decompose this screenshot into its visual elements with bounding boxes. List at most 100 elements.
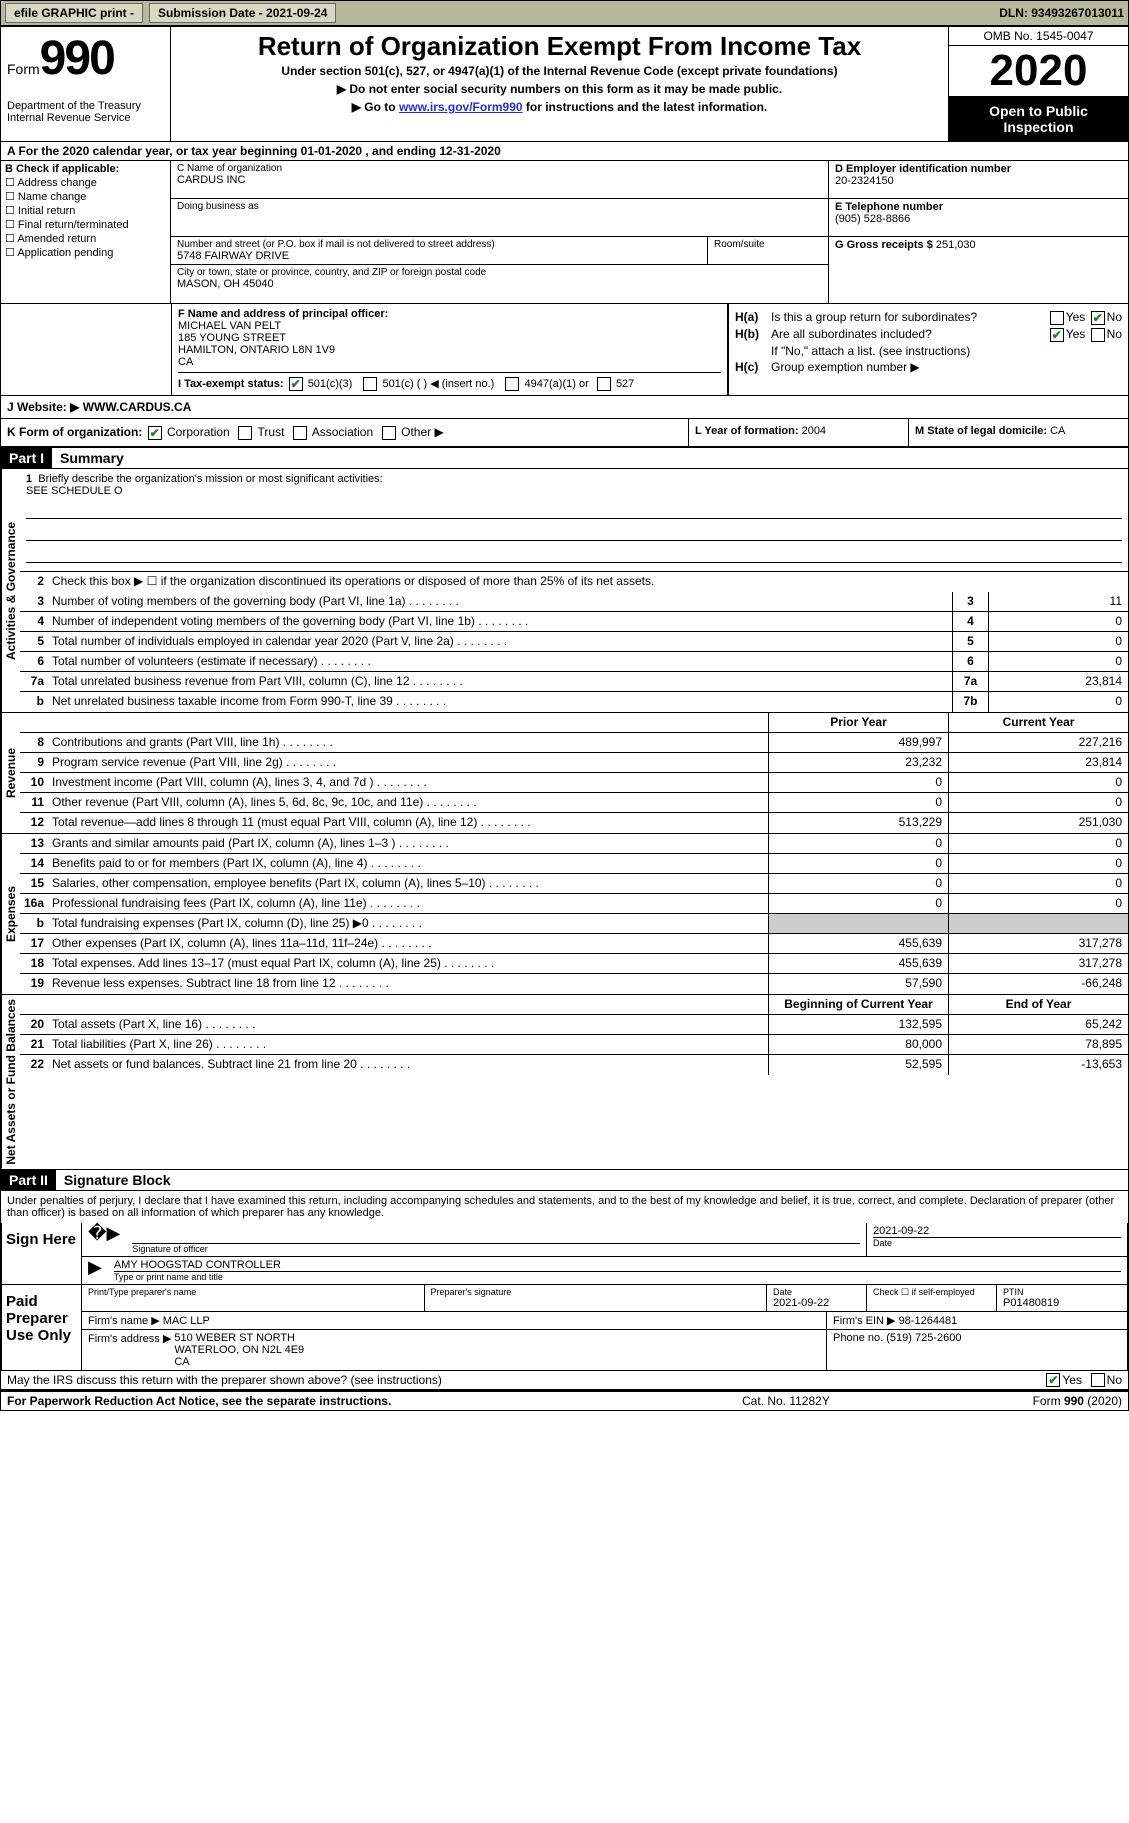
- prep-se-label: Check ☐ if self-employed: [873, 1287, 990, 1298]
- discuss-label: May the IRS discuss this return with the…: [7, 1373, 1044, 1388]
- col-prior-year: Prior Year: [768, 713, 948, 732]
- summary-line: 18Total expenses. Add lines 13–17 (must …: [20, 954, 1128, 974]
- section-bcd: B Check if applicable: Address change Na…: [1, 161, 1128, 304]
- cat-no: Cat. No. 11282Y: [742, 1394, 942, 1408]
- street-label: Number and street (or P.O. box if mail i…: [177, 239, 701, 250]
- tab-net-assets: Net Assets or Fund Balances: [1, 995, 20, 1169]
- row-klm: K Form of organization: Corporation Trus…: [1, 419, 1128, 448]
- efile-print-button[interactable]: efile GRAPHIC print -: [5, 3, 143, 23]
- chk-other[interactable]: [382, 426, 396, 440]
- footer-row: For Paperwork Reduction Act Notice, see …: [1, 1391, 1128, 1410]
- summary-line: bTotal fundraising expenses (Part IX, co…: [20, 914, 1128, 934]
- part-ii-header: Part II: [1, 1170, 56, 1190]
- row-l-year: L Year of formation: 2004: [688, 419, 908, 446]
- summary-line: 17Other expenses (Part IX, column (A), l…: [20, 934, 1128, 954]
- summary-line: 14Benefits paid to or for members (Part …: [20, 854, 1128, 874]
- chk-501c[interactable]: [363, 377, 377, 391]
- ha-no[interactable]: [1091, 311, 1105, 325]
- chk-association[interactable]: [293, 426, 307, 440]
- ein-label: D Employer identification number: [835, 163, 1122, 175]
- arrow-icon: ▶: [82, 1257, 108, 1284]
- ptin-value: P01480819: [1003, 1297, 1121, 1309]
- firm-addr-label: Firm's address ▶: [88, 1333, 171, 1345]
- summary-net-assets: Net Assets or Fund Balances Beginning of…: [1, 995, 1128, 1170]
- summary-line: 10Investment income (Part VIII, column (…: [20, 773, 1128, 793]
- gross-receipts-label: G Gross receipts $: [835, 239, 933, 251]
- row-i-tax-status: I Tax-exempt status: 501(c)(3) 501(c) ( …: [178, 372, 721, 391]
- sig-name-value: AMY HOOGSTAD CONTROLLER: [114, 1259, 1121, 1271]
- form-note-2: Go to www.irs.gov/Form990 for instructio…: [177, 100, 942, 114]
- chk-trust[interactable]: [238, 426, 252, 440]
- summary-line: 13Grants and similar amounts paid (Part …: [20, 834, 1128, 854]
- sig-date-value: 2021-09-22: [873, 1225, 1121, 1237]
- submission-date-button[interactable]: Submission Date - 2021-09-24: [149, 3, 336, 23]
- ha-yes[interactable]: [1050, 311, 1064, 325]
- org-name-label: C Name of organization: [177, 163, 822, 174]
- row-j-website: J Website: ▶ WWW.CARDUS.CA: [1, 396, 1128, 419]
- summary-line: 15Salaries, other compensation, employee…: [20, 874, 1128, 894]
- sign-here-block: Sign Here �▶ Signature of officer 2021-0…: [1, 1223, 1128, 1285]
- paid-preparer-label: Paid Preparer Use Only: [2, 1285, 82, 1370]
- chk-address-change[interactable]: Address change: [5, 176, 166, 189]
- phone-value: (905) 528-8866: [835, 213, 1122, 225]
- open-to-public: Open to Public Inspection: [949, 97, 1128, 141]
- chk-527[interactable]: [597, 377, 611, 391]
- hb-yes[interactable]: [1050, 328, 1064, 342]
- summary-line: 11Other revenue (Part VIII, column (A), …: [20, 793, 1128, 813]
- officer-addr1: 185 YOUNG STREET: [178, 332, 721, 344]
- city-label: City or town, state or province, country…: [177, 267, 822, 278]
- form-title: Return of Organization Exempt From Incom…: [177, 31, 942, 62]
- chk-final-return[interactable]: Final return/terminated: [5, 218, 166, 231]
- col-beginning-year: Beginning of Current Year: [768, 995, 948, 1014]
- chk-4947[interactable]: [505, 377, 519, 391]
- chk-corporation[interactable]: [148, 426, 162, 440]
- firm-phone-label: Phone no.: [833, 1332, 883, 1344]
- discuss-no[interactable]: [1091, 1373, 1105, 1387]
- row-a-tax-year: A For the 2020 calendar year, or tax yea…: [1, 142, 1128, 161]
- col-b-header: B Check if applicable:: [5, 163, 166, 175]
- header-title-block: Return of Organization Exempt From Incom…: [171, 27, 948, 141]
- chk-501c3[interactable]: [289, 377, 303, 391]
- hb-no[interactable]: [1091, 328, 1105, 342]
- firm-addr-value: 510 WEBER ST NORTH WATERLOO, ON N2L 4E9 …: [174, 1332, 304, 1368]
- form-word: Form: [7, 61, 40, 77]
- part-i-bar: Part I Summary: [1, 448, 1128, 469]
- column-d-ein: D Employer identification number 20-2324…: [828, 161, 1128, 303]
- row-m-state: M State of legal domicile: CA: [908, 419, 1128, 446]
- form-number: 990: [40, 32, 114, 85]
- chk-amended-return[interactable]: Amended return: [5, 232, 166, 245]
- spacer-left: [1, 304, 171, 395]
- firm-phone-value: (519) 725-2600: [886, 1332, 961, 1344]
- part-i-title: Summary: [52, 448, 132, 468]
- instructions-link[interactable]: www.irs.gov/Form990: [399, 100, 523, 114]
- street-value: 5748 FAIRWAY DRIVE: [177, 250, 701, 262]
- discuss-yes[interactable]: [1046, 1373, 1060, 1387]
- summary-line: 16aProfessional fundraising fees (Part I…: [20, 894, 1128, 914]
- summary-line: 19Revenue less expenses. Subtract line 1…: [20, 974, 1128, 994]
- ptin-label: PTIN: [1003, 1287, 1121, 1297]
- summary-line: 4Number of independent voting members of…: [20, 612, 1128, 632]
- prep-date-label: Date: [773, 1287, 860, 1297]
- column-c-org-info: C Name of organization CARDUS INC Doing …: [171, 161, 828, 303]
- summary-line: 3Number of voting members of the governi…: [20, 592, 1128, 612]
- sig-officer-label: Signature of officer: [132, 1243, 860, 1254]
- chk-initial-return[interactable]: Initial return: [5, 204, 166, 217]
- hb-label: H(b): [735, 327, 771, 341]
- column-f-officer: F Name and address of principal officer:…: [171, 304, 728, 395]
- paid-preparer-block: Paid Preparer Use Only Print/Type prepar…: [1, 1285, 1128, 1371]
- line1-label: Briefly describe the organization's miss…: [38, 473, 382, 485]
- summary-line: 5Total number of individuals employed in…: [20, 632, 1128, 652]
- org-name: CARDUS INC: [177, 174, 822, 186]
- prep-date-value: 2021-09-22: [773, 1297, 860, 1309]
- hc-text: Group exemption number ▶: [771, 360, 1122, 374]
- tab-revenue: Revenue: [1, 713, 20, 833]
- website-value: WWW.CARDUS.CA: [83, 400, 192, 414]
- hb-note: If "No," attach a list. (see instruction…: [735, 344, 1122, 358]
- dln-label: DLN: 93493267013011: [999, 6, 1124, 20]
- sign-here-label: Sign Here: [2, 1223, 82, 1284]
- ha-text: Is this a group return for subordinates?: [771, 310, 1048, 324]
- summary-expenses: Expenses 13Grants and similar amounts pa…: [1, 834, 1128, 995]
- phone-label: E Telephone number: [835, 201, 1122, 213]
- chk-name-change[interactable]: Name change: [5, 190, 166, 203]
- chk-application-pending[interactable]: Application pending: [5, 246, 166, 259]
